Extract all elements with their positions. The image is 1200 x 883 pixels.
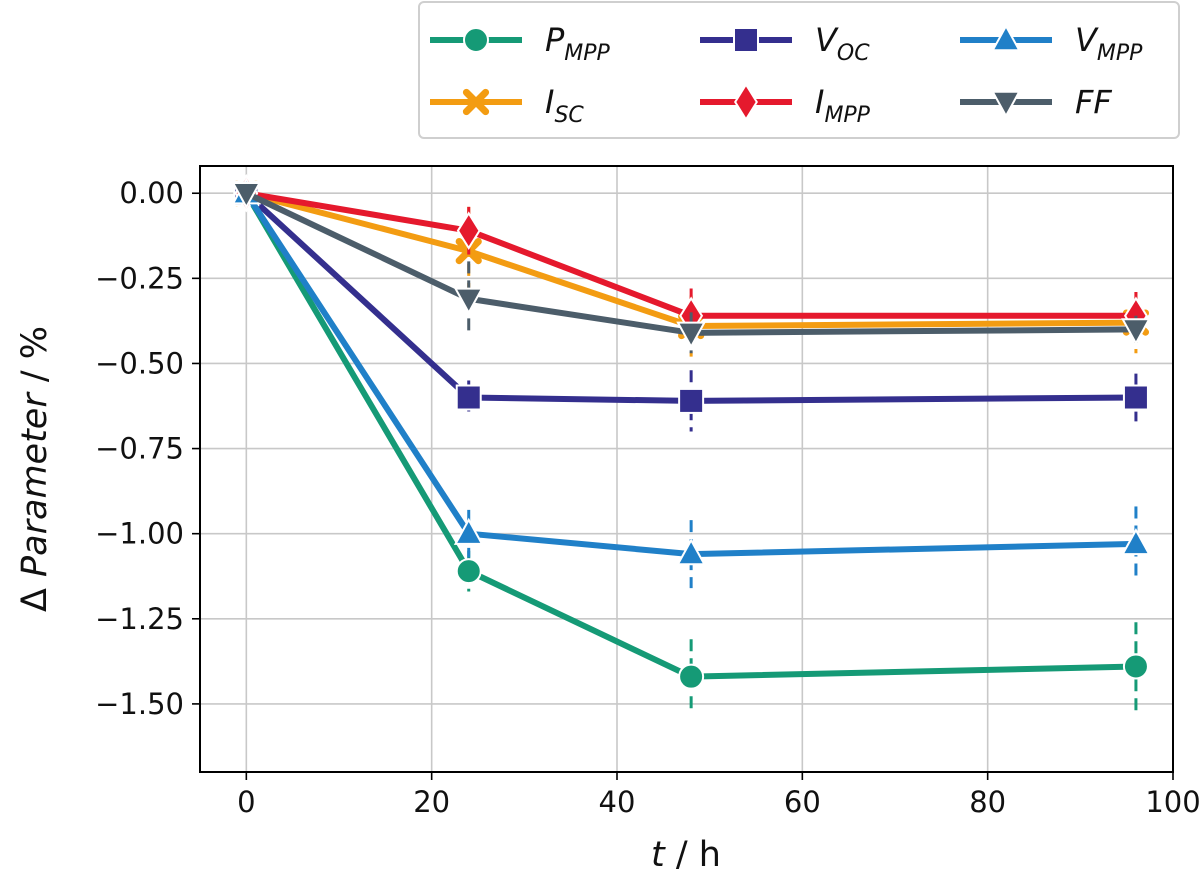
data-point <box>453 287 484 315</box>
series-line <box>245 190 1136 330</box>
y-axis-label: Δ Parameter / % <box>15 326 55 612</box>
legend-label: ISC <box>545 83 584 128</box>
x-tick-label: 60 <box>784 785 821 819</box>
x-axis-label: t / h <box>651 835 721 875</box>
legend-label: IMPP <box>815 83 871 128</box>
x-tick-label: 40 <box>599 785 636 819</box>
legend-item-p-mpp: PMPP <box>430 21 611 66</box>
data-point <box>1122 653 1149 680</box>
data-point <box>678 387 705 414</box>
series-line <box>244 191 1136 404</box>
data-point <box>455 558 482 585</box>
legend-label: FF <box>1075 83 1112 121</box>
series-line <box>243 191 1137 558</box>
y-tick-label: −1.50 <box>95 687 184 721</box>
y-tick-label: −1.25 <box>95 602 184 636</box>
data-point <box>231 182 262 210</box>
legend-item-v-oc: VOC <box>700 21 870 66</box>
data-point <box>676 538 707 566</box>
data-point <box>456 211 481 250</box>
y-tick-label: −0.75 <box>95 432 184 466</box>
x-tick-label: 20 <box>413 785 450 819</box>
series-line <box>245 190 1136 336</box>
legend-marker <box>734 82 758 122</box>
x-tick-label: 100 <box>1145 785 1200 819</box>
data-point <box>1121 528 1151 556</box>
legend-item-ff: FF <box>960 83 1112 121</box>
legend-marker <box>463 27 489 53</box>
legend-marker <box>733 27 759 53</box>
legend-marker <box>991 90 1021 118</box>
data-point <box>453 517 484 545</box>
x-tick-label: 80 <box>969 785 1006 819</box>
y-tick-label: −0.50 <box>95 346 184 380</box>
x-tick-label: 0 <box>237 785 255 819</box>
series-line <box>243 191 1137 680</box>
legend-label: VOC <box>815 21 870 66</box>
legend-item-i-mpp: IMPP <box>700 82 871 128</box>
legend-box <box>418 1 1180 139</box>
legend-marker <box>462 88 490 116</box>
y-tick-label: −0.25 <box>95 261 184 295</box>
y-tick-label: 0.00 <box>119 176 184 210</box>
legend-item-i-sc: ISC <box>430 83 584 128</box>
data-point <box>1122 384 1149 411</box>
legend-label: VMPP <box>1075 21 1143 66</box>
legend: PMPP ISC VOC IMPP VMPP FF <box>418 1 1180 139</box>
legend-item-v-mpp: VMPP <box>960 21 1143 66</box>
legend-marker <box>991 24 1021 52</box>
series-line <box>245 190 1136 319</box>
data-point <box>678 663 705 690</box>
data-point <box>1121 318 1151 346</box>
series-v-mpp <box>231 177 1151 589</box>
series-ff <box>231 182 1151 354</box>
axis-ticks: 0 20 40 60 80 100 0.00 −0.25 −0.50 −0.75 −1.00 −1.2… <box>95 176 1200 819</box>
data-point <box>676 321 707 349</box>
plot-frame <box>199 165 1174 773</box>
series-layer <box>231 173 1151 715</box>
data-point <box>455 384 482 411</box>
y-tick-label: −1.00 <box>95 517 184 551</box>
legend-label: PMPP <box>545 21 611 66</box>
series-p-mpp <box>233 180 1149 715</box>
